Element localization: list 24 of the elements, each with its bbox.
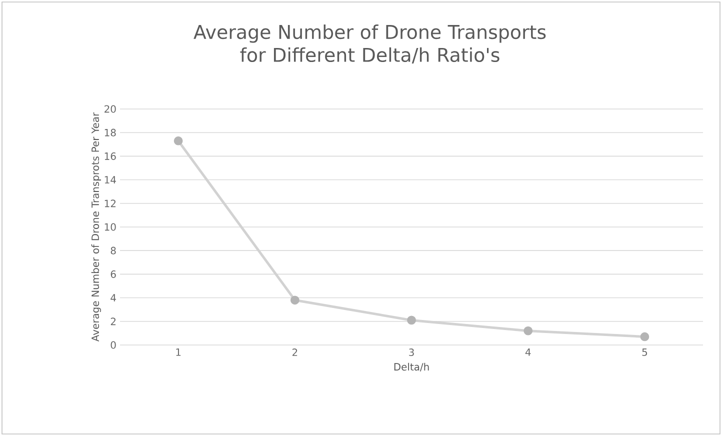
x-tick-label: 5: [642, 348, 648, 356]
x-tick-label: 1: [176, 348, 181, 356]
y-tick-label: 10: [104, 223, 116, 231]
point: [640, 332, 650, 342]
y-tick-label: 8: [110, 246, 116, 254]
point: [407, 316, 416, 325]
y-tick-label: 6: [110, 270, 116, 278]
y-tick-label: 18: [104, 128, 116, 136]
y-tick-label: 2: [110, 318, 116, 326]
chart-title: Average Number of Drone Transports for Different Delta/h Ratio's: [194, 24, 546, 64]
x-axis-title: Delta/h: [394, 362, 429, 372]
x-tick-label: 3: [409, 348, 414, 356]
y-tick-label: 14: [104, 176, 116, 184]
y-tick-label: 16: [104, 152, 116, 160]
x-tick-label: 4: [525, 348, 531, 356]
y-tick-label: 0: [110, 341, 116, 349]
y-tick-label: 4: [110, 294, 116, 302]
x-tick-label: 2: [292, 348, 298, 356]
y-tick-label: 12: [104, 200, 116, 208]
point: [290, 296, 300, 305]
point: [524, 326, 533, 336]
y-tick-label: 20: [104, 105, 116, 113]
y-axis-title: Average Number of Drone Transprots Per Year: [91, 112, 101, 342]
point: [174, 136, 183, 146]
